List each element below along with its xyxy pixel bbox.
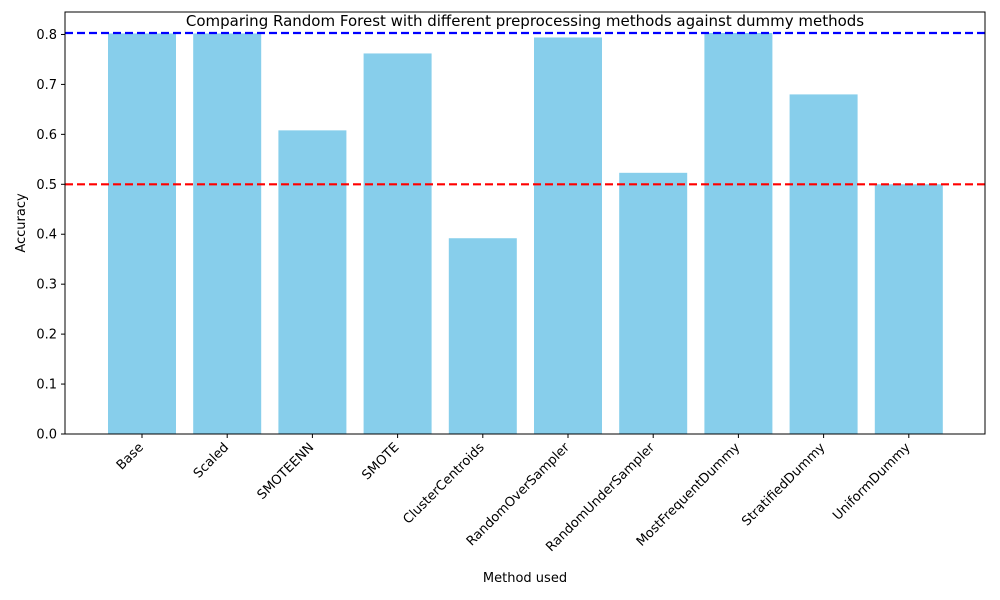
x-tick-label-smote: SMOTE xyxy=(359,440,402,483)
x-tick-label-scaled: Scaled xyxy=(191,440,232,481)
y-axis-label: Accuracy xyxy=(14,193,29,253)
y-tick-label: 0.3 xyxy=(36,278,57,293)
y-tick-label: 0.5 xyxy=(36,178,57,193)
y-tick-label: 0.8 xyxy=(36,28,57,43)
y-axis-ticks: 0.0 0.1 0.2 0.3 0.4 0.5 0.6 0.7 0.8 xyxy=(36,28,65,443)
y-tick-label: 0.6 xyxy=(36,128,57,143)
bar-base xyxy=(108,33,176,435)
x-axis-label: Method used xyxy=(483,571,567,586)
x-tick-label-smoteenn: SMOTEENN xyxy=(255,440,318,503)
bar-scaled xyxy=(193,33,262,435)
bar-smote xyxy=(363,53,432,434)
x-axis-ticks: Base Scaled SMOTEENN SMOTEClusterCentroidsR… xyxy=(114,434,914,555)
bar-randomoversampler xyxy=(534,37,602,435)
y-tick-label: 0.1 xyxy=(36,378,57,393)
bar-stratifieddummy xyxy=(789,94,858,434)
bar-randomundersampler xyxy=(619,172,688,435)
reference-lines-group xyxy=(65,31,985,186)
chart-title: Comparing Random Forest with different p… xyxy=(186,12,864,30)
bar-mostfrequentdummy xyxy=(704,32,773,434)
x-tick-label-uniformdummy: UniformDummy xyxy=(830,440,914,524)
y-tick-label: 0.4 xyxy=(36,228,57,243)
y-tick-label: 0.2 xyxy=(36,328,57,343)
bar-smoteenn xyxy=(278,130,347,435)
x-tick-label-stratifieddummy: StratifiedDummy xyxy=(739,440,828,529)
plot-frame xyxy=(64,11,986,435)
y-tick-label: 0.0 xyxy=(36,428,57,443)
bars-group xyxy=(108,32,943,435)
x-tick-label-clustercentroids: ClusterCentroids xyxy=(401,440,488,527)
bar-uniformdummy xyxy=(874,184,943,434)
y-tick-label: 0.7 xyxy=(36,78,57,93)
bar-clustercentroids xyxy=(448,238,517,434)
x-tick-label-base: Base xyxy=(114,440,147,473)
